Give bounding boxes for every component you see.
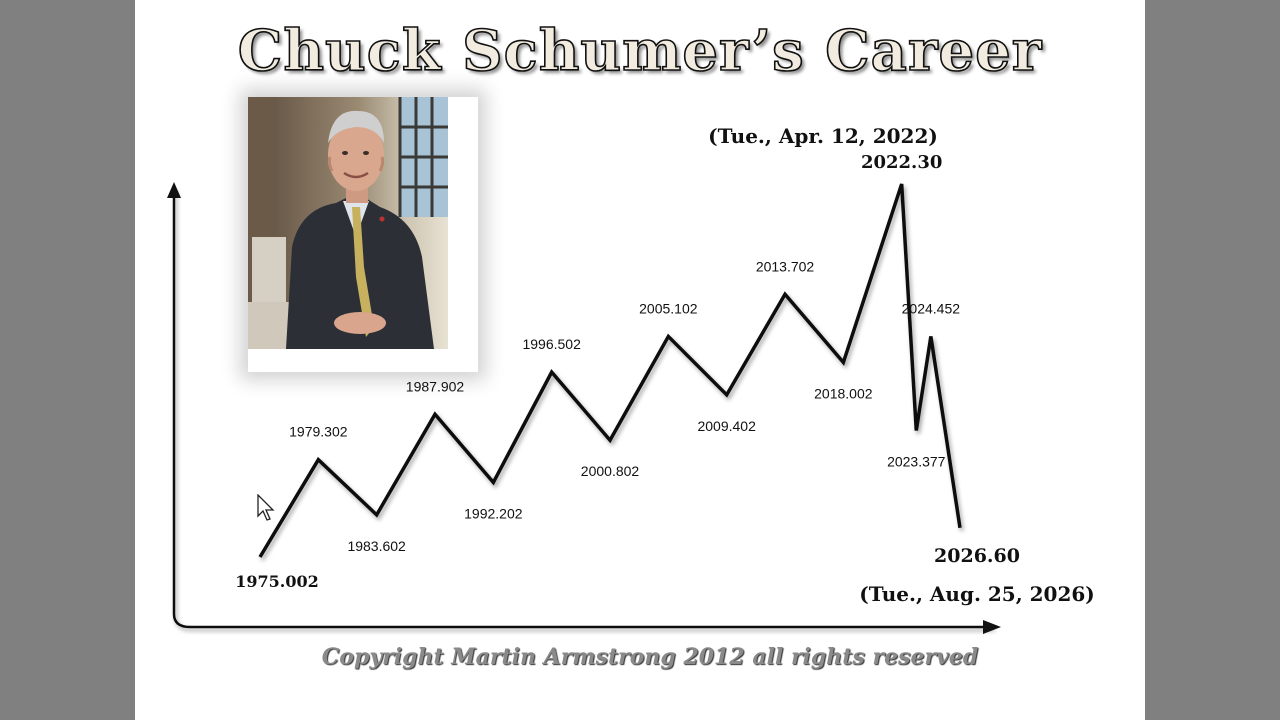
point-label: 2022.30 bbox=[861, 152, 942, 173]
point-label: 2018.002 bbox=[814, 385, 873, 401]
chart-slide: Chuck Schumer’s Career bbox=[135, 0, 1145, 720]
series-layer bbox=[258, 183, 962, 558]
point-label: 1975.002 bbox=[235, 572, 319, 591]
point-label: 2009.402 bbox=[697, 418, 756, 434]
axis-frame bbox=[172, 188, 993, 629]
point-label: 2023.377 bbox=[887, 454, 946, 470]
career-chart: 1975.002 1979.302 1983.602 1987.902 1992.202… bbox=[167, 124, 1095, 634]
point-label: 1983.602 bbox=[347, 538, 406, 554]
labels-layer: 1975.002 1979.302 1983.602 1987.902 1992.202… bbox=[235, 152, 960, 591]
point-label: 1996.502 bbox=[522, 336, 581, 352]
copyright-notice: Copyright Martin Armstrong 2012 all righ… bbox=[321, 644, 979, 670]
point-label: 2005.102 bbox=[639, 300, 698, 316]
y-axis-arrow bbox=[167, 182, 181, 198]
end-date-annotation: (Tue., Aug. 25, 2026) bbox=[859, 582, 1095, 606]
career-series-line bbox=[258, 183, 962, 558]
mouse-cursor-icon bbox=[257, 494, 275, 521]
end-value-annotation: 2026.60 bbox=[934, 545, 1020, 567]
point-label: 1992.202 bbox=[464, 505, 523, 521]
point-label: 1979.302 bbox=[289, 424, 348, 440]
point-label: 2000.802 bbox=[581, 463, 640, 479]
point-label: 1987.902 bbox=[406, 378, 465, 394]
point-label: 2024.452 bbox=[902, 300, 961, 316]
peak-date-annotation: (Tue., Apr. 12, 2022) bbox=[708, 124, 938, 148]
x-axis-arrow bbox=[983, 620, 1001, 634]
point-label: 2013.702 bbox=[756, 258, 815, 274]
chart-title: Chuck Schumer’s Career bbox=[237, 17, 1043, 85]
portrait-photo bbox=[248, 97, 448, 349]
